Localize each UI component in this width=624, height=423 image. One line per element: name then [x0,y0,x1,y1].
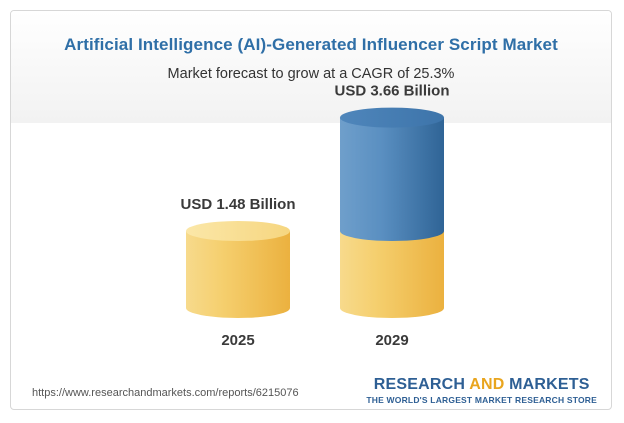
bar-2029-top-cap [340,107,444,128]
value-label-2029: USD 3.66 Billion [334,83,449,100]
value-label-2025: USD 1.48 Billion [180,196,295,213]
brand-and: AND [469,376,505,393]
brand-research: RESEARCH [373,376,466,393]
bar-2025-base [186,231,290,318]
chart-card: Artificial Intelligence (AI)-Generated I… [10,10,612,410]
category-label-2029: 2029 [375,332,408,349]
chart-header [11,11,611,123]
source-url: https://www.researchandmarkets.com/repor… [32,387,299,399]
category-label-2025: 2025 [221,332,254,349]
cylinder-bar-chart: USD 1.48 Billion 2025 USD 3.66 Billion 2029 [180,83,449,349]
chart-subtitle: Market forecast to grow at a CAGR of 25.… [167,66,455,82]
bar-2025-top-cap [186,221,290,241]
chart-title: Artificial Intelligence (AI)-Generated I… [64,35,558,54]
brand-tagline: THE WORLD'S LARGEST MARKET RESEARCH STOR… [366,395,597,405]
bar-2029-growth [340,117,444,241]
brand-name: RESEARCH AND MARKETS [366,376,597,394]
brand-markets: MARKETS [509,376,590,393]
brand-logo: RESEARCH AND MARKETS THE WORLD'S LARGEST… [366,376,597,406]
bar-2029-base [340,231,444,318]
